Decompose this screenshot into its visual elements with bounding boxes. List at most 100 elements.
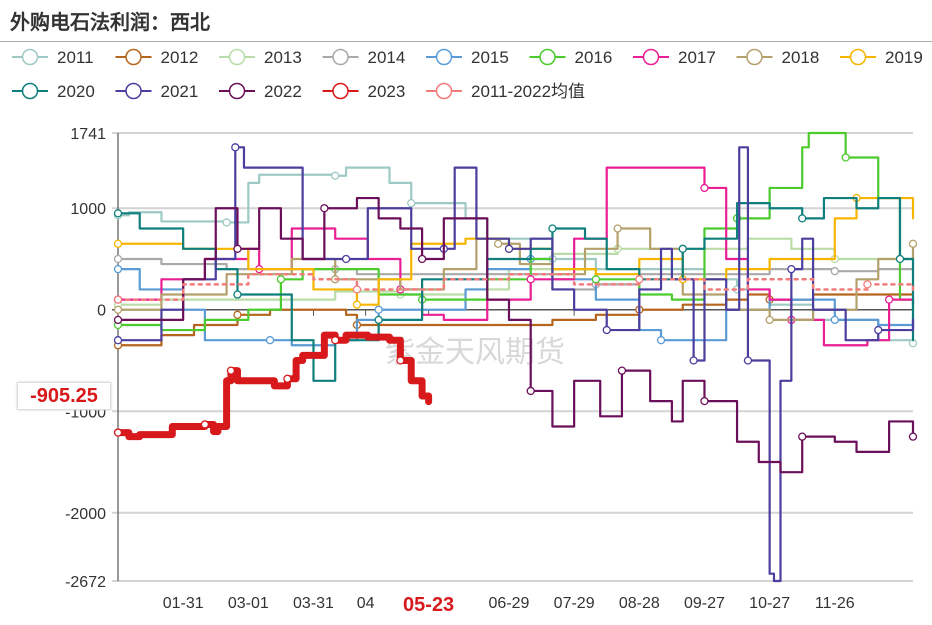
- data-point-2023: [113, 428, 123, 437]
- y-tick-label: 1741: [70, 126, 106, 143]
- legend-label-2015[interactable]: 2015: [471, 48, 509, 67]
- data-point-2020: [548, 224, 557, 233]
- data-point-2021: [602, 325, 611, 335]
- data-point-2020: [678, 244, 687, 253]
- x-tick-label: 05-23: [403, 594, 454, 616]
- data-point-2019: [352, 300, 362, 309]
- data-point-2023: [226, 366, 236, 375]
- data-point-2023: [396, 356, 405, 365]
- data-point-2014: [113, 254, 123, 264]
- data-point-2018: [613, 224, 622, 233]
- x-tick-label: 04: [357, 595, 375, 612]
- x-tick-label: 07-29: [554, 595, 595, 612]
- data-point-2016: [841, 153, 850, 162]
- legend-marker-2018: [746, 48, 763, 66]
- data-point-2015: [265, 336, 275, 345]
- series-line-2020: [116, 196, 915, 382]
- x-tick-label: 01-31: [163, 595, 204, 612]
- legend-label-2014[interactable]: 2014: [368, 48, 406, 67]
- data-point-2015: [113, 264, 123, 274]
- data-point-2021: [787, 264, 796, 274]
- x-tick-label: 03-01: [228, 595, 269, 612]
- data-point-2011-2022均值: [863, 280, 872, 289]
- data-point-2019: [113, 239, 123, 248]
- data-point-2018: [493, 239, 503, 248]
- data-point-2021: [689, 356, 698, 365]
- x-tick-label: 09-27: [684, 595, 725, 612]
- legend-label-2019[interactable]: 2019: [885, 48, 923, 67]
- data-point-2020: [895, 254, 905, 264]
- data-point-2022: [526, 386, 535, 396]
- legend-label-2017[interactable]: 2017: [678, 48, 716, 67]
- data-point-2022: [617, 366, 627, 375]
- legend-marker-2015: [435, 48, 453, 66]
- data-point-2017: [700, 183, 709, 193]
- data-point-2015: [656, 336, 666, 345]
- x-tick-label: 08-28: [619, 595, 660, 612]
- legend-marker-2020: [21, 82, 39, 100]
- legend-marker-2013: [228, 48, 246, 66]
- y-tick-label: 0: [97, 303, 106, 320]
- data-point-2021: [743, 356, 753, 365]
- x-tick-label: 10-27: [749, 595, 790, 612]
- data-point-2018: [113, 305, 123, 314]
- legend-label-2013[interactable]: 2013: [264, 48, 302, 67]
- data-point-2012: [233, 310, 242, 319]
- data-point-2020: [374, 315, 383, 325]
- data-point-2020: [798, 214, 807, 223]
- legend-marker-2011-2022均值: [435, 82, 453, 100]
- data-point-2018: [908, 239, 918, 248]
- x-tick-label: 11-26: [815, 595, 855, 612]
- data-point-2014: [830, 267, 839, 276]
- y-tick-label: -2672: [65, 574, 106, 591]
- series-line-2021: [116, 146, 915, 583]
- legend-marker-2016: [539, 48, 556, 66]
- legend-label-2023[interactable]: 2023: [368, 82, 406, 101]
- legend-label-2011[interactable]: 2011: [57, 48, 94, 67]
- data-point-2022: [320, 204, 329, 213]
- data-point-2021: [504, 244, 514, 253]
- data-point-2022: [417, 254, 427, 264]
- series-line-2015: [116, 257, 915, 347]
- data-point-2018: [765, 315, 774, 325]
- data-point-2022: [700, 396, 709, 406]
- data-point-2011-2022均值: [113, 295, 123, 304]
- legend-label-2020[interactable]: 2020: [57, 82, 95, 101]
- chart-title: 外购电石法利润：西北: [10, 10, 210, 34]
- data-point-2021: [341, 254, 351, 264]
- legend-label-2011-2022均值[interactable]: 2011-2022均值: [471, 82, 585, 101]
- series-line-2023: [114, 331, 433, 441]
- data-point-2021: [874, 325, 883, 335]
- data-point-2016: [591, 275, 601, 284]
- legend-marker-2023: [332, 82, 349, 100]
- y-tick-label: 1000: [70, 201, 106, 218]
- data-point-2022: [233, 244, 242, 253]
- legend-label-2012[interactable]: 2012: [161, 48, 199, 67]
- data-point-2023: [200, 420, 210, 429]
- legend-label-2018[interactable]: 2018: [782, 48, 820, 67]
- data-point-2021: [231, 143, 240, 152]
- data-point-2011-2022均值: [635, 275, 644, 284]
- data-point-2017: [526, 275, 535, 284]
- legend-label-2022[interactable]: 2022: [264, 82, 302, 101]
- y-tick-label: -2000: [65, 506, 106, 523]
- data-point-2015: [830, 315, 839, 325]
- legend-marker-2017: [642, 48, 660, 66]
- data-point-2011: [222, 218, 231, 227]
- data-point-2020: [113, 209, 123, 218]
- data-point-2022: [798, 432, 807, 441]
- data-point-2023: [283, 374, 292, 383]
- data-point-2021: [113, 336, 123, 345]
- data-point-2011: [331, 171, 340, 180]
- legend-label-2016[interactable]: 2016: [575, 48, 613, 67]
- data-point-2022: [113, 315, 123, 325]
- x-tick-label: 06-29: [489, 595, 530, 612]
- legend-marker-2014: [332, 48, 349, 66]
- legend-label-2021[interactable]: 2021: [161, 82, 199, 101]
- current-value-label: -905.25: [17, 382, 111, 410]
- data-point-2022: [908, 432, 918, 441]
- data-point-2020: [233, 290, 242, 299]
- legend-marker-2019: [849, 48, 867, 66]
- data-point-2023: [331, 336, 340, 345]
